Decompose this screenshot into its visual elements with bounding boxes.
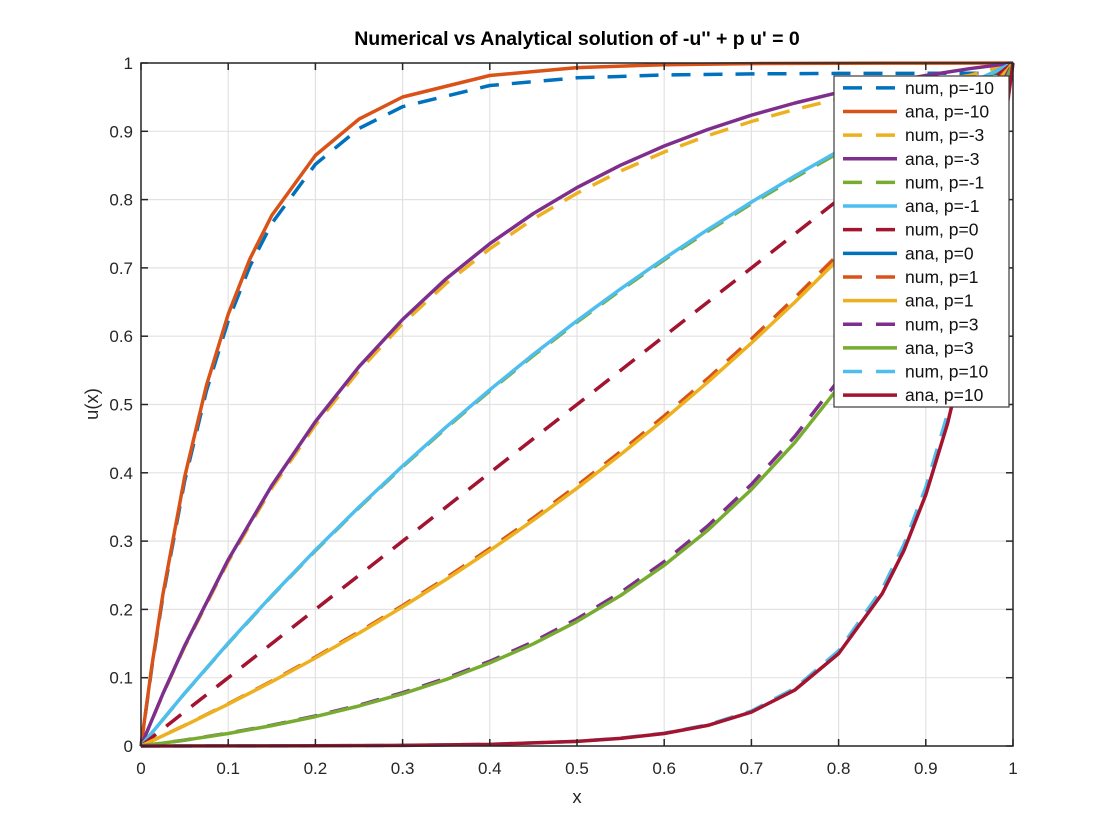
legend-box: [833, 75, 1010, 408]
legend-label: ana, p=-1: [905, 196, 979, 216]
legend-entry-ana-p-0: ana, p=0: [843, 243, 974, 263]
legend-entry-num-p-neg1: num, p=-1: [843, 172, 984, 192]
x-tick-label: 0.6: [652, 759, 676, 778]
x-tick-label: 0.8: [827, 759, 851, 778]
y-tick-label: 0: [124, 737, 133, 756]
legend-label: ana, p=-10: [905, 101, 989, 121]
legend-entry-ana-p-3: ana, p=3: [843, 338, 974, 358]
y-tick-label: 0.2: [109, 600, 133, 619]
legend-label: num, p=3: [905, 314, 978, 334]
legend-label: num, p=-3: [905, 125, 984, 145]
y-tick-label: 0.3: [109, 532, 133, 551]
legend-label: ana, p=3: [905, 338, 974, 358]
legend-label: num, p=10: [905, 362, 988, 382]
legend-entry-ana-p-neg10: ana, p=-10: [843, 101, 989, 121]
legend-entry-ana-p-1: ana, p=1: [843, 291, 974, 311]
legend-entry-num-p-10: num, p=10: [843, 362, 988, 382]
curve-num-p-0: [139, 61, 1015, 748]
legend-label: ana, p=10: [905, 385, 984, 405]
legend-entry-num-p-neg10: num, p=-10: [843, 78, 994, 98]
y-tick-label: 0.9: [109, 122, 133, 141]
legend-entry-ana-p-neg3: ana, p=-3: [843, 149, 979, 169]
x-tick-label: 0.7: [740, 759, 764, 778]
legend-label: ana, p=0: [905, 243, 974, 263]
y-tick-label: 1: [124, 54, 133, 73]
legend-entry-ana-p-neg1: ana, p=-1: [843, 196, 979, 216]
legend-entry-ana-p-10: ana, p=10: [843, 385, 984, 405]
x-tick-label: 0.1: [216, 759, 240, 778]
legend-entry-num-p-3: num, p=3: [843, 314, 978, 334]
x-tick-label: 0.2: [304, 759, 328, 778]
y-tick-label: 0.7: [109, 259, 133, 278]
legend-label: num, p=-1: [905, 172, 984, 192]
legend-entry-num-p-0: num, p=0: [843, 220, 979, 240]
axes: [140, 62, 1014, 747]
y-tick-label: 0.5: [109, 396, 133, 415]
x-axis-label: x: [572, 786, 582, 807]
legend-label: num, p=0: [905, 220, 979, 240]
legend-label: num, p=-10: [905, 78, 994, 98]
legend-entry-num-p-1: num, p=1: [843, 267, 978, 287]
x-tick-label: 0.3: [391, 759, 415, 778]
x-tick-label: 0: [136, 759, 145, 778]
y-tick-label: 0.4: [109, 464, 133, 483]
legend-label: ana, p=-3: [905, 149, 979, 169]
y-axis-label: u(x): [81, 388, 102, 420]
chart-title: Numerical vs Analytical solution of -u''…: [354, 28, 800, 50]
tick-labels: 0 0.1 0.2 0.3 0.4 0.5 0.6 0.7 0.8 0.9 1 0 0.1 0.2 0.3 0…: [109, 54, 1017, 778]
x-tick-label: 0.9: [914, 759, 938, 778]
x-tick-label: 0.4: [478, 759, 502, 778]
legend-label: ana, p=1: [905, 291, 974, 311]
x-tick-label: 1: [1008, 759, 1017, 778]
legend-label: num, p=1: [905, 267, 978, 287]
y-tick-label: 0.8: [109, 191, 133, 210]
x-tick-label: 0.5: [565, 759, 589, 778]
y-tick-label: 0.6: [109, 327, 133, 346]
y-tick-label: 0.1: [109, 669, 133, 688]
legend: num, p=-10 ana, p=-10 num, p=-3 ana, p=-3 nu…: [833, 75, 1010, 408]
legend-entry-num-p-neg3: num, p=-3: [843, 125, 984, 145]
